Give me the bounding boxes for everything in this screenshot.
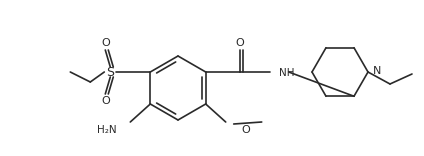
Text: O: O: [101, 38, 110, 48]
Text: S: S: [106, 66, 114, 78]
Text: H₂N: H₂N: [97, 125, 116, 135]
Text: N: N: [373, 66, 381, 76]
Text: O: O: [101, 96, 110, 106]
Text: O: O: [235, 38, 244, 48]
Text: NH: NH: [279, 68, 294, 78]
Text: O: O: [241, 125, 250, 135]
